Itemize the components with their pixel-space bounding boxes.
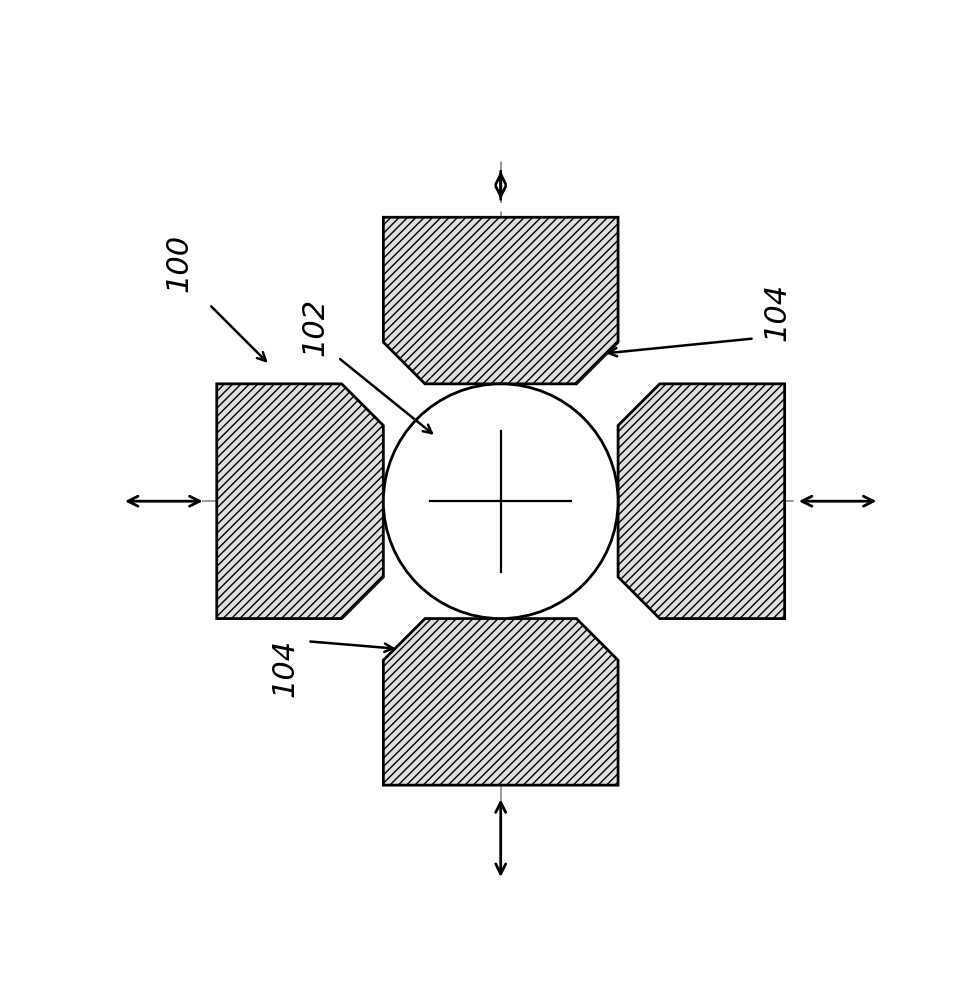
Circle shape [383, 384, 618, 619]
Polygon shape [217, 384, 383, 619]
Polygon shape [618, 384, 785, 619]
Text: 104: 104 [271, 639, 299, 697]
Text: 100: 100 [164, 234, 193, 292]
Text: 102: 102 [301, 298, 329, 356]
Polygon shape [383, 619, 618, 785]
Polygon shape [383, 217, 618, 384]
Text: 104: 104 [763, 283, 791, 341]
